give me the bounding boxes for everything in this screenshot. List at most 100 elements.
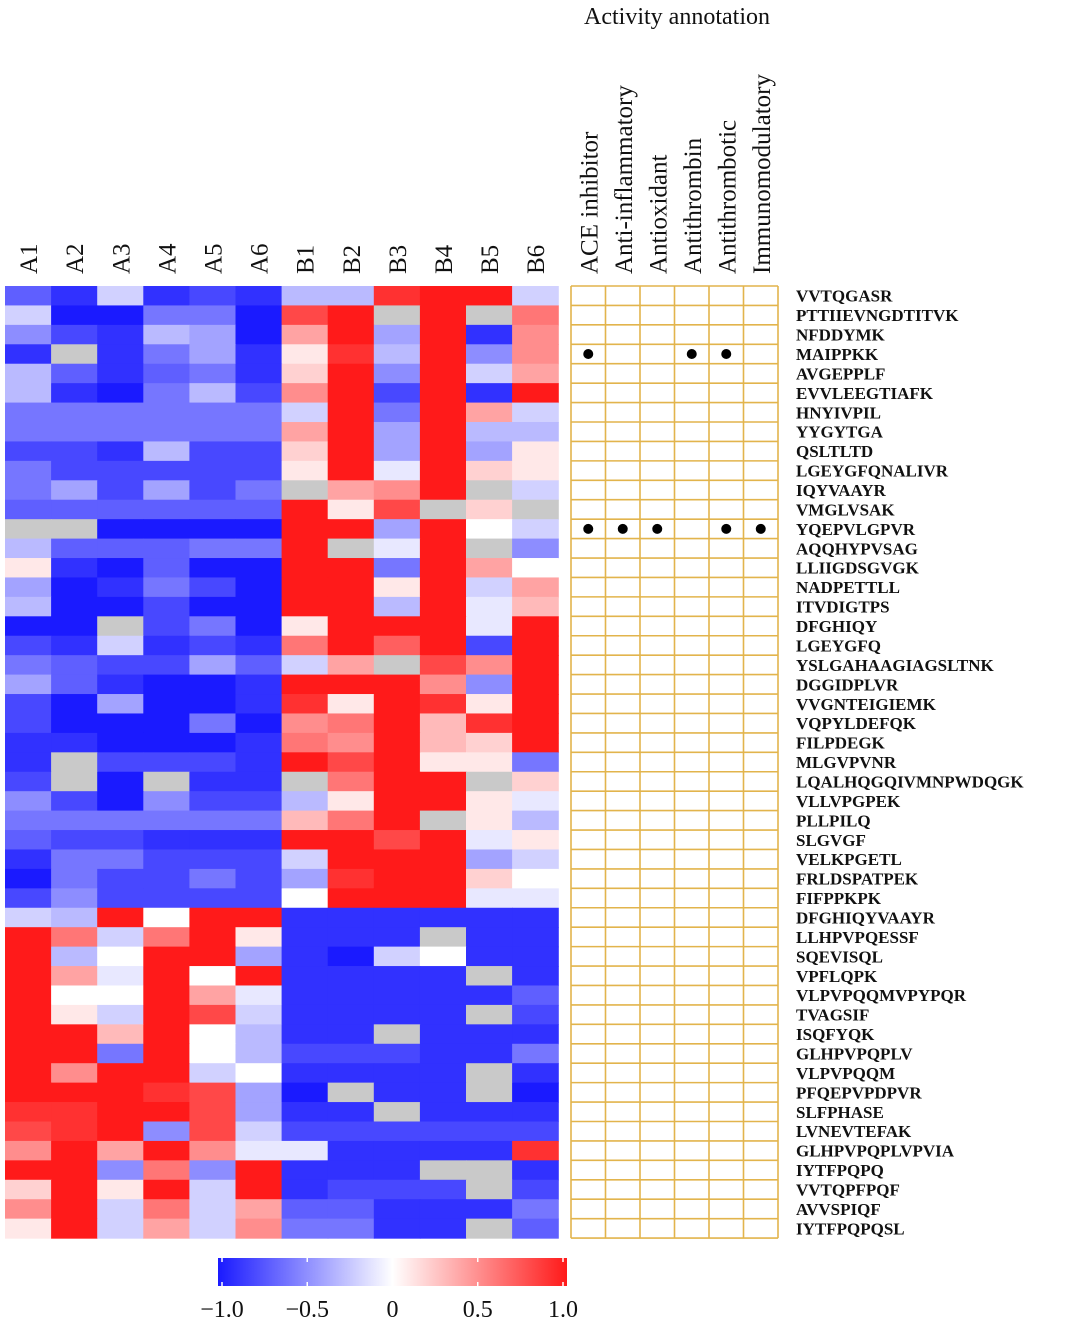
heatmap-cell: [143, 1043, 190, 1064]
row-label: VVTQPFPQF: [796, 1180, 900, 1199]
heatmap-cell: [51, 499, 98, 520]
heatmap-cell: [5, 1024, 52, 1045]
heatmap-cell: [419, 849, 467, 870]
heatmap-cell: [373, 907, 421, 928]
heatmap-cell: [373, 1082, 421, 1103]
heatmap-cell: [419, 985, 467, 1006]
heatmap-cell: [373, 791, 421, 812]
heatmap-cell: [189, 324, 237, 345]
heatmap-cell: [97, 985, 144, 1006]
heatmap-cell: [466, 771, 513, 792]
heatmap-cell: [235, 771, 283, 792]
heatmap-cell: [235, 441, 283, 462]
heatmap-cell: [327, 1043, 375, 1064]
annotation-dot: [686, 349, 697, 359]
heatmap-cell: [189, 558, 237, 579]
heatmap-cell: [466, 985, 513, 1006]
heatmap-cell: [51, 985, 98, 1006]
heatmap-cell: [5, 344, 52, 365]
heatmap-cell: [189, 674, 237, 695]
heatmap-cell: [373, 810, 421, 831]
heatmap-cell: [466, 674, 513, 695]
heatmap-cell: [97, 286, 144, 307]
heatmap-cell: [97, 460, 144, 481]
heatmap-cell: [51, 519, 98, 540]
heatmap-cell: [143, 558, 190, 579]
heatmap-cell: [419, 771, 467, 792]
heatmap-cell: [281, 694, 329, 715]
heatmap-cell: [512, 596, 559, 617]
heatmap-cell: [419, 1140, 467, 1161]
heatmap-cell: [97, 674, 144, 695]
heatmap-cell: [143, 946, 190, 967]
heatmap-cell: [235, 1179, 283, 1200]
heatmap-cell: [373, 713, 421, 734]
heatmap-cell: [51, 1160, 98, 1181]
heatmap-cell: [143, 422, 190, 443]
heatmap-cell: [327, 868, 375, 889]
heatmap-cell: [512, 1218, 559, 1239]
heatmap-cell: [419, 1218, 467, 1239]
heatmap-cell: [189, 363, 237, 384]
heatmap-cell: [281, 363, 329, 384]
heatmap-cell: [143, 499, 190, 520]
heatmap-cell: [466, 868, 513, 889]
row-label: IYTFPQPQ: [796, 1161, 884, 1180]
heatmap-cell: [5, 499, 52, 520]
heatmap-cell: [373, 752, 421, 773]
heatmap-cell: [51, 1024, 98, 1045]
heatmap-cell: [281, 655, 329, 676]
heatmap-cell: [5, 1102, 52, 1123]
heatmap-cell: [373, 732, 421, 753]
heatmap-cell: [97, 868, 144, 889]
heatmap-cell: [235, 1218, 283, 1239]
heatmap-cell: [419, 538, 467, 559]
annotation-dot: [652, 523, 663, 534]
heatmap-cell: [373, 616, 421, 637]
heatmap-cell: [5, 1082, 52, 1103]
heatmap-cell: [373, 1004, 421, 1025]
heatmap-cell: [235, 460, 283, 481]
row-label: LGEYGFQ: [796, 636, 881, 655]
heatmap-cell: [373, 422, 421, 443]
heatmap-cell: [51, 771, 98, 792]
heatmap-cell: [281, 519, 329, 540]
heatmap-cell: [189, 460, 237, 481]
heatmap-cell: [281, 1140, 329, 1161]
heatmap-cell: [235, 305, 283, 326]
annotation-dot: [617, 523, 628, 534]
heatmap-cell: [5, 907, 52, 928]
heatmap-cell: [5, 1218, 52, 1239]
heatmap-cell: [51, 927, 98, 948]
heatmap-cell: [5, 1179, 52, 1200]
heatmap-cell: [97, 830, 144, 851]
colorbar: [218, 1258, 567, 1286]
heatmap-cell: [143, 402, 190, 423]
heatmap-cell: [419, 1082, 467, 1103]
heatmap-cell: [327, 402, 375, 423]
heatmap-cell: [5, 927, 52, 948]
heatmap-cell: [235, 849, 283, 870]
heatmap-cell: [327, 1082, 375, 1103]
heatmap-cell: [143, 344, 190, 365]
heatmap-cell: [143, 1004, 190, 1025]
heatmap-cell: [373, 771, 421, 792]
heatmap-cell: [281, 927, 329, 948]
heatmap-cell: [327, 791, 375, 812]
heatmap-cell: [327, 810, 375, 831]
heatmap-cell: [281, 441, 329, 462]
row-label: YQEPVLGPVR: [796, 520, 916, 539]
heatmap-cell: [189, 791, 237, 812]
heatmap-cell: [327, 499, 375, 520]
heatmap-cell: [419, 655, 467, 676]
heatmap-cell: [327, 694, 375, 715]
heatmap-cell: [512, 907, 559, 928]
row-label: NADPETTLL: [796, 578, 900, 597]
heatmap-cell: [419, 791, 467, 812]
heatmap-cell: [235, 577, 283, 598]
heatmap-cell: [189, 830, 237, 851]
heatmap-cell: [97, 441, 144, 462]
heatmap-cell: [327, 1121, 375, 1142]
heatmap-cell: [97, 1102, 144, 1123]
heatmap-cell: [189, 305, 237, 326]
